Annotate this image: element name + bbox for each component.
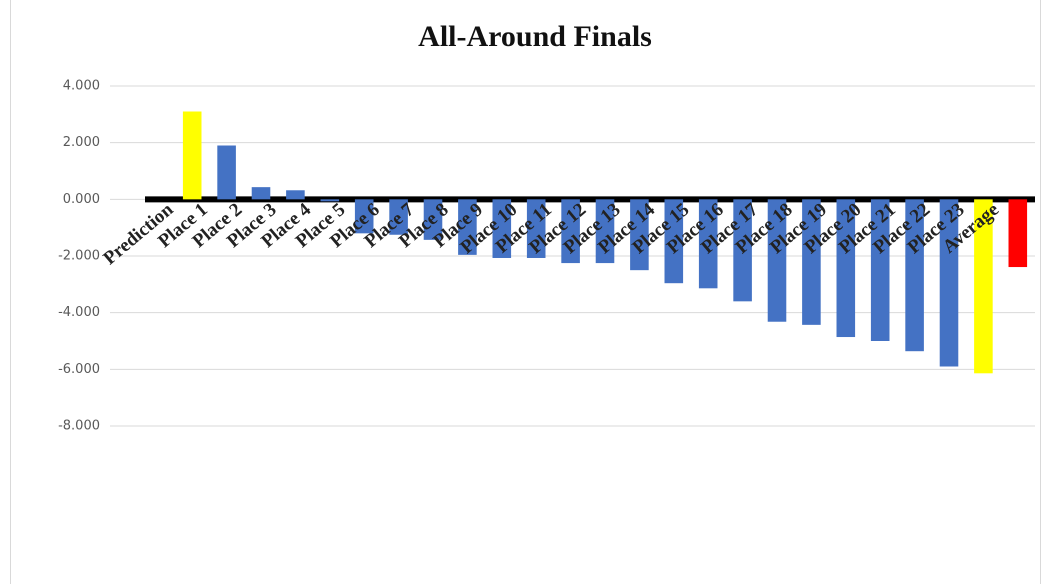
bar: [664, 199, 684, 284]
bar: [802, 199, 821, 325]
bar: [423, 199, 443, 240]
bar: [733, 199, 752, 302]
bar: [389, 199, 408, 235]
y-tick-label: -2.000: [58, 249, 100, 264]
bar: [251, 187, 271, 200]
y-tick-label: -8.000: [58, 419, 100, 434]
bar: [354, 199, 374, 234]
bar: [836, 199, 856, 338]
bar: [698, 199, 718, 289]
y-tick-label: 0.000: [63, 192, 100, 207]
y-tick-label: 2.000: [63, 135, 100, 150]
y-tick-label: -4.000: [58, 305, 100, 320]
chart-title: All-Around Finals: [418, 20, 652, 53]
bar: [974, 199, 993, 374]
bar: [526, 199, 546, 258]
bar: [182, 111, 202, 200]
bar: [561, 199, 580, 264]
bar: [870, 199, 890, 341]
bar: [492, 199, 512, 258]
bar: [1008, 199, 1028, 268]
y-tick-label: -6.000: [58, 362, 100, 377]
bar: [320, 199, 340, 202]
y-tick-label: 4.000: [63, 79, 100, 94]
bar: [217, 145, 236, 200]
bar: [630, 199, 649, 271]
bar: [458, 199, 477, 255]
bar: [905, 199, 924, 352]
bar: [939, 199, 959, 367]
bar: [595, 199, 615, 264]
bar: [286, 190, 305, 200]
bar: [767, 199, 787, 322]
